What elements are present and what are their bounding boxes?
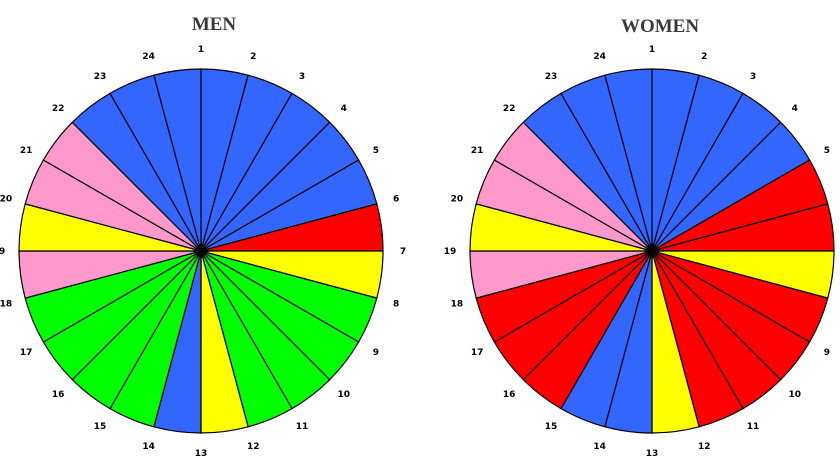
men-sector-label-4: 4 [341, 104, 347, 114]
men-sector-label-2: 2 [250, 52, 256, 62]
men-chart-title: MEN [192, 14, 237, 35]
women-sector-label-14: 14 [593, 442, 606, 452]
men-pie-chart: MEN 123456789101112131415161718192021222… [0, 14, 406, 456]
women-sector-label-5: 5 [824, 146, 830, 156]
women-sector-label-16: 16 [503, 390, 516, 400]
women-sector-label-10: 10 [789, 390, 802, 400]
women-sector-label-11: 11 [747, 422, 760, 432]
women-sector-labels: 123456789101112131415161718192021222324 [444, 45, 830, 456]
women-sector-label-12: 12 [698, 442, 711, 452]
men-sector-labels: 123456789101112131415161718192021222324 [0, 45, 406, 456]
women-sector-label-4: 4 [792, 104, 798, 114]
men-sector-label-5: 5 [373, 146, 379, 156]
women-center-hub [644, 243, 660, 259]
men-sector-label-20: 20 [0, 195, 12, 205]
men-sector-label-8: 8 [393, 299, 399, 309]
men-sector-label-10: 10 [338, 390, 351, 400]
women-sector-label-18: 18 [451, 299, 464, 309]
women-pie-chart: WOMEN 1234567891011121314151617181920212… [444, 16, 835, 456]
men-sector-label-1: 1 [198, 45, 204, 55]
men-sector-label-23: 23 [94, 72, 107, 82]
women-sector-label-2: 2 [701, 52, 707, 62]
women-sector-label-13: 13 [646, 449, 659, 456]
women-slice-24 [604, 68, 653, 252]
men-sector-label-16: 16 [52, 390, 65, 400]
women-sector-label-17: 17 [471, 348, 484, 358]
men-wedges [18, 68, 384, 434]
men-sector-label-22: 22 [52, 104, 65, 114]
women-sector-label-1: 1 [649, 45, 655, 55]
women-sector-label-3: 3 [750, 72, 756, 82]
men-sector-label-3: 3 [299, 72, 305, 82]
women-sector-label-9: 9 [824, 348, 830, 358]
men-sector-label-24: 24 [142, 52, 155, 62]
men-sector-label-13: 13 [195, 449, 208, 456]
women-chart-title: WOMEN [621, 16, 699, 37]
men-sector-label-19: 19 [0, 247, 5, 257]
women-sector-label-20: 20 [451, 195, 464, 205]
men-sector-label-18: 18 [0, 299, 12, 309]
men-sector-label-9: 9 [373, 348, 379, 358]
men-sector-label-17: 17 [20, 348, 33, 358]
women-wedges [469, 68, 835, 434]
men-sector-label-11: 11 [296, 422, 309, 432]
men-sector-label-6: 6 [393, 195, 399, 205]
women-sector-label-15: 15 [545, 422, 558, 432]
men-slice-24 [153, 68, 202, 252]
men-sector-label-14: 14 [142, 442, 155, 452]
women-sector-label-22: 22 [503, 104, 516, 114]
women-sector-label-24: 24 [593, 52, 606, 62]
men-sector-label-7: 7 [400, 247, 406, 257]
women-sector-label-23: 23 [545, 72, 558, 82]
women-sector-label-21: 21 [471, 146, 484, 156]
men-center-hub [193, 243, 209, 259]
men-sector-label-12: 12 [247, 442, 260, 452]
women-sector-label-19: 19 [444, 247, 457, 257]
men-sector-label-21: 21 [20, 146, 33, 156]
men-sector-label-15: 15 [94, 422, 107, 432]
